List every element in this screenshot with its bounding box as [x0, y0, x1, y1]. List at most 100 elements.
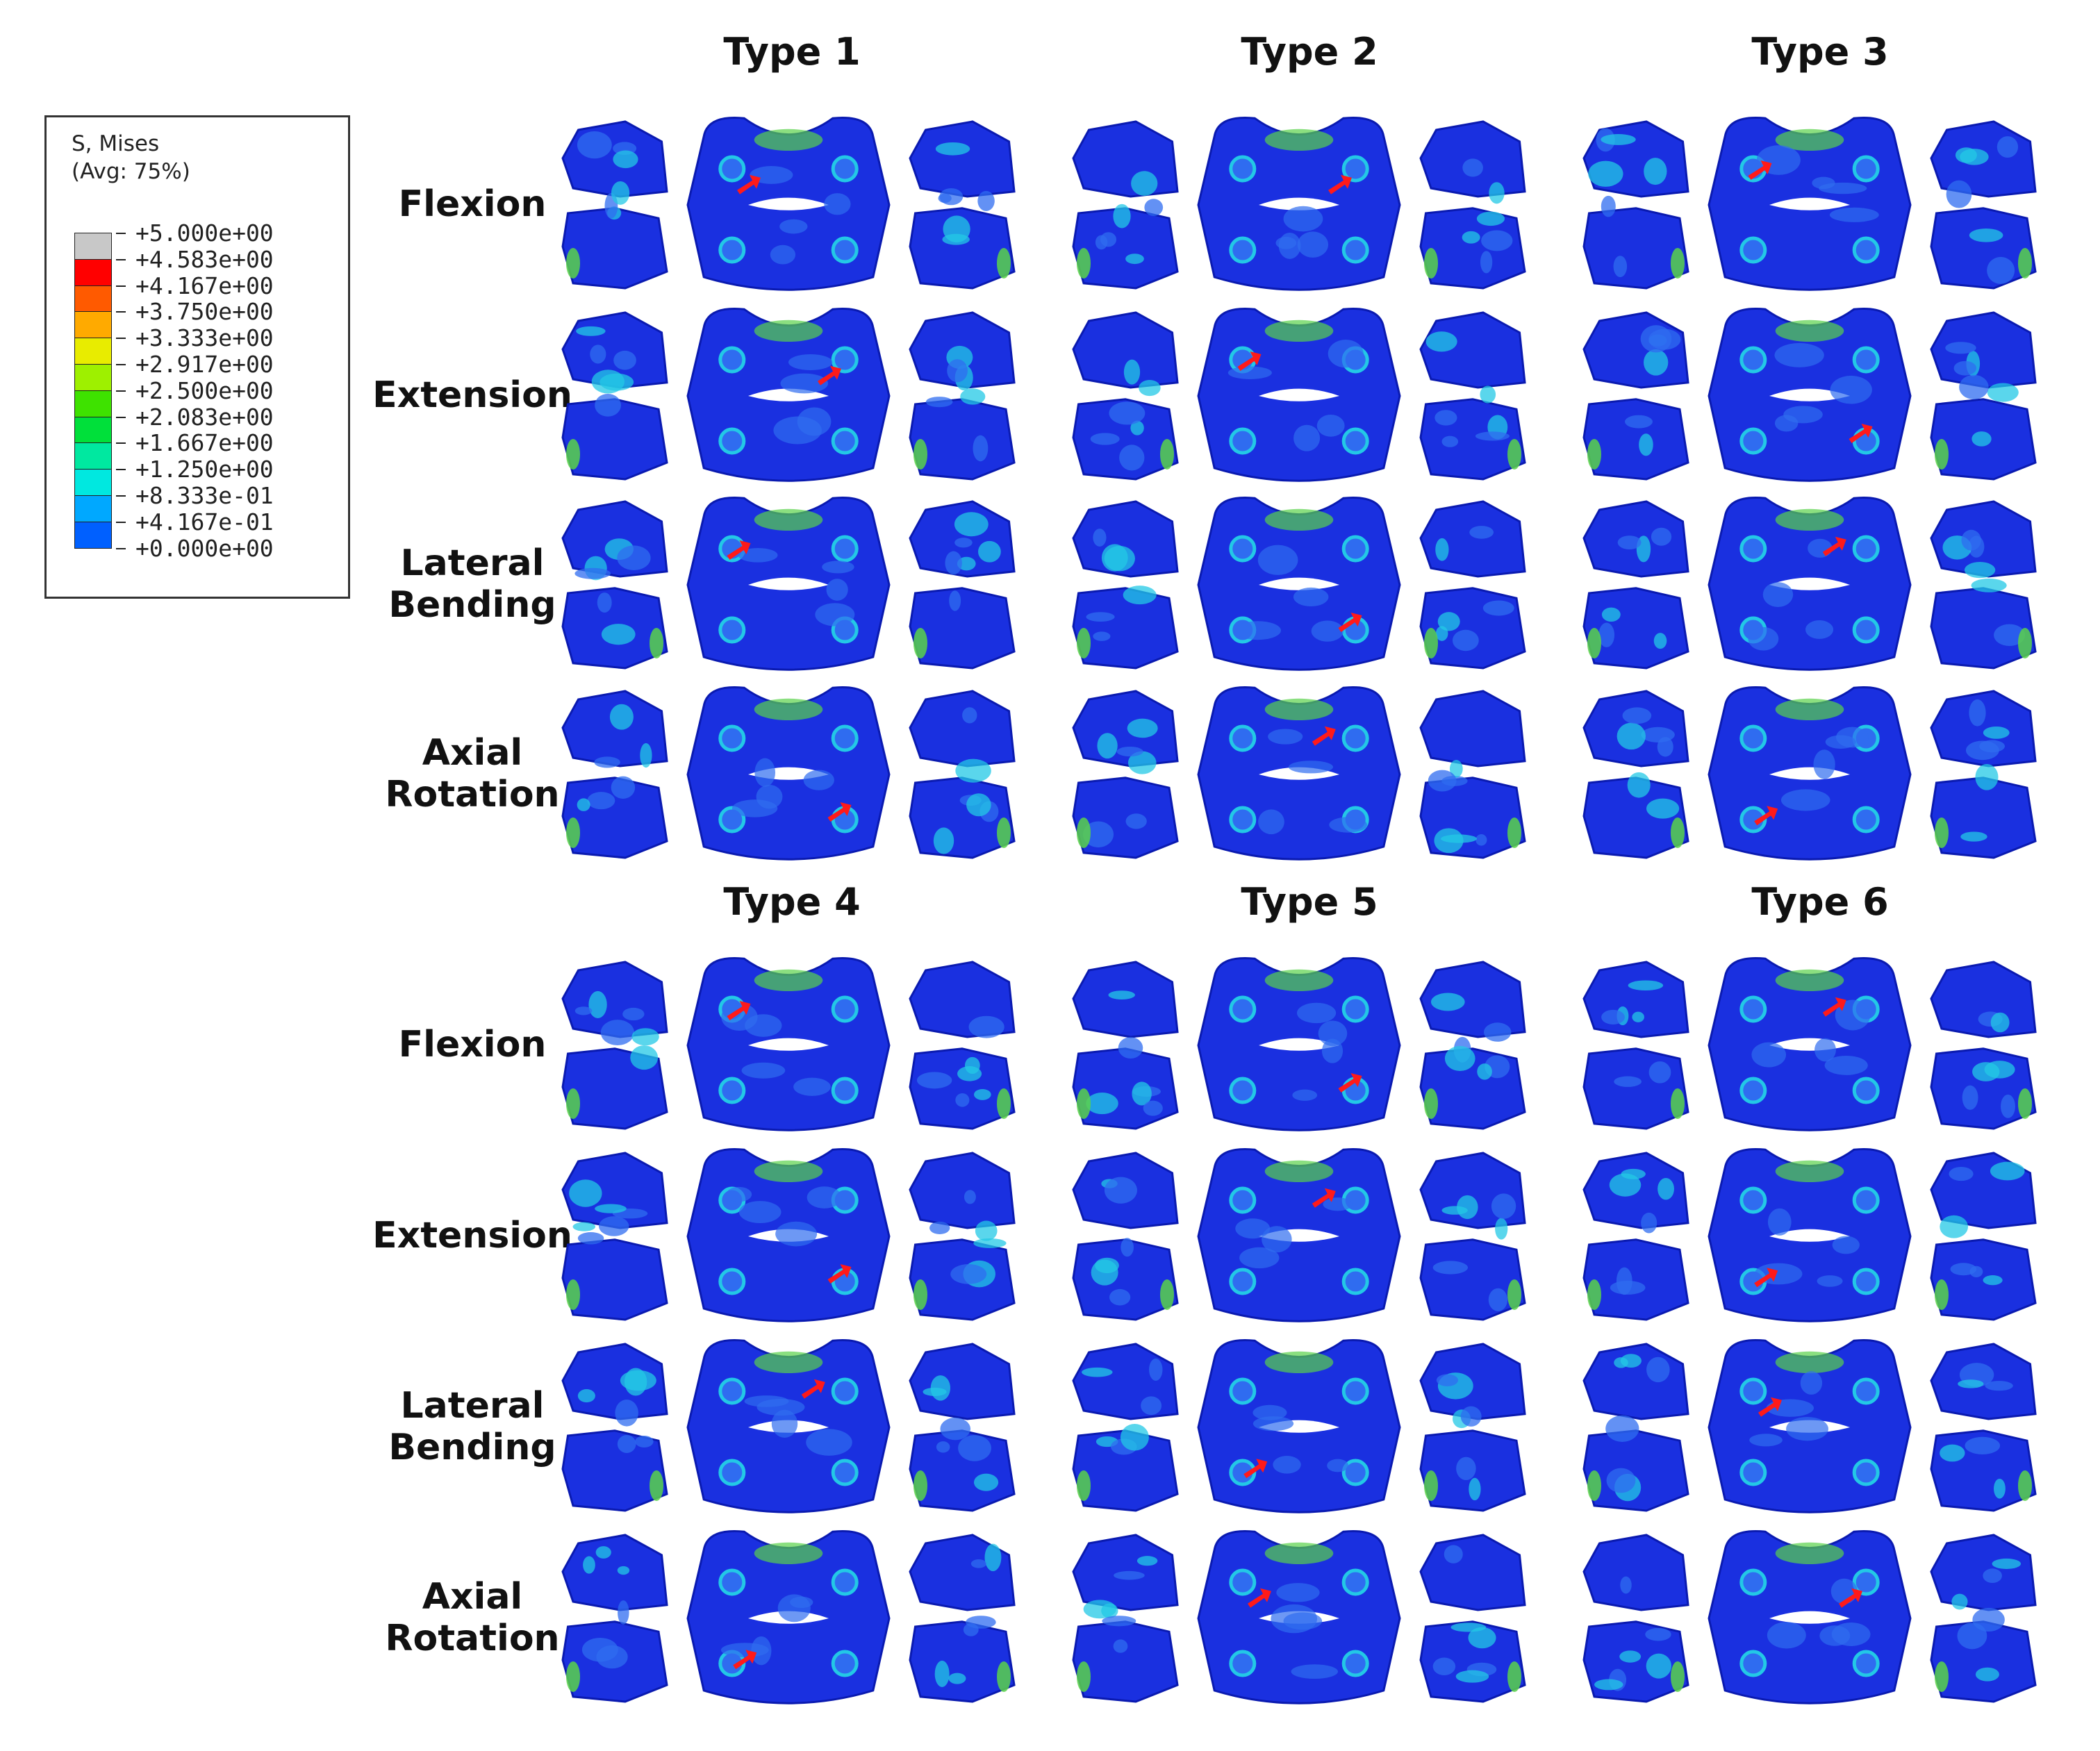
vertebra-lower-shape: [1930, 777, 2037, 859]
stress-patch: [1141, 1396, 1162, 1416]
stress-patch: [970, 1559, 986, 1568]
vertebra-front-shape: [1708, 1147, 1912, 1322]
stress-patch: [750, 166, 793, 184]
vertebra-front-shape: [1708, 116, 1912, 291]
stress-patch: [1095, 1257, 1119, 1274]
vertebra-lower-shape: [561, 207, 668, 290]
stress-patch: [775, 1221, 818, 1247]
stress-patch: [1756, 145, 1801, 175]
screw-hole: [1341, 1268, 1369, 1295]
stress-patch: [803, 770, 834, 790]
vertebra-lower-shape: [1582, 587, 1689, 670]
stress-patch-high: [1775, 320, 1844, 342]
stress-patch: [1645, 1627, 1671, 1641]
stress-patch: [1110, 1438, 1137, 1455]
stress-patch-high: [754, 969, 823, 991]
stress-patch: [963, 1260, 995, 1288]
screw-hole: [1739, 1459, 1767, 1486]
stress-patch-high: [1671, 818, 1685, 848]
vertebra-lower-shape: [909, 398, 1016, 481]
stress-patch: [1436, 1374, 1459, 1386]
vertebra-upper-shape: [1930, 961, 2037, 1038]
screw-hole: [1739, 995, 1767, 1023]
disc-space: [1769, 1038, 1850, 1051]
vertebra-front-shape: [686, 1529, 891, 1704]
legend-value: +4.167e-01: [135, 508, 274, 536]
disc-space: [1259, 767, 1339, 780]
stress-patch: [1476, 211, 1505, 226]
screw-hole: [1739, 535, 1767, 563]
screw-hole: [1852, 535, 1880, 563]
stress-patch: [1108, 990, 1135, 999]
vertebra-upper-shape: [1582, 961, 1689, 1038]
screw-hole: [718, 155, 746, 183]
stress-patch: [1959, 374, 1989, 400]
stress-patch: [945, 551, 962, 575]
model-cell: [561, 1529, 1016, 1704]
screw-hole: [831, 1568, 859, 1596]
vertebra-upper-shape: [1930, 120, 2037, 198]
stress-patch: [1831, 1623, 1871, 1646]
disc-space: [748, 767, 829, 780]
stress-patch: [1992, 1558, 2022, 1569]
stress-patch-high: [1077, 1470, 1091, 1501]
stress-patch: [615, 1400, 638, 1427]
screw-hole: [831, 346, 859, 374]
screw-hole: [1341, 1186, 1369, 1214]
stress-patch: [1983, 727, 2010, 739]
stress-patch: [929, 1221, 950, 1234]
vertebra-front-shape: [1708, 686, 1912, 861]
row-label: Lateral Bending: [388, 1385, 556, 1468]
stress-patch: [942, 233, 970, 245]
screw-hole: [1229, 1568, 1257, 1596]
vertebra-upper-shape: [1930, 311, 2037, 389]
stress-patch: [1132, 1081, 1152, 1106]
stress-patch-high: [1671, 1661, 1685, 1692]
vertebra-lower-shape: [909, 207, 1016, 290]
stress-patch: [955, 758, 991, 783]
stress-patch-high: [566, 439, 580, 470]
stress-patch-high: [2018, 1470, 2032, 1501]
stress-patch: [935, 142, 970, 156]
screw-hole: [1341, 1459, 1369, 1486]
stress-patch: [745, 1014, 782, 1037]
stress-patch: [576, 326, 606, 336]
vertebra-front-shape: [686, 307, 891, 482]
stress-patch: [1234, 621, 1281, 640]
disc-space: [1259, 197, 1339, 210]
red-arrow-marker: [1312, 726, 1336, 746]
stress-patch: [577, 131, 612, 159]
stress-patch: [595, 394, 621, 417]
stress-patch: [1617, 722, 1646, 750]
red-arrow-marker: [727, 1001, 751, 1020]
vertebra-upper-shape: [1419, 1343, 1526, 1420]
stress-patch: [1958, 1379, 1984, 1388]
stress-patch: [574, 1006, 593, 1015]
stress-patch: [613, 150, 638, 169]
stress-patch-high: [1671, 248, 1685, 279]
stress-patch: [1275, 236, 1297, 249]
stress-patch: [1296, 1002, 1337, 1024]
stress-patch: [635, 1435, 654, 1448]
stress-patch: [1766, 1399, 1814, 1417]
stress-patch: [1835, 999, 1871, 1031]
legend-value: +8.333e-01: [135, 482, 274, 509]
stress-patch: [1610, 1280, 1646, 1295]
stress-patch: [1824, 1055, 1868, 1075]
stress-patch: [1469, 526, 1494, 539]
screw-hole: [831, 806, 859, 833]
vertebra-upper-shape: [561, 500, 668, 578]
disc-space: [1769, 388, 1850, 401]
stress-patch-high: [2018, 1088, 2032, 1119]
stress-patch-high: [997, 1088, 1011, 1119]
stress-patch-high: [754, 1542, 823, 1564]
legend-title: S, Mises: [72, 131, 160, 156]
stress-patch: [1114, 1570, 1145, 1580]
screw-hole: [718, 1268, 746, 1295]
legend-tick: [116, 521, 126, 523]
screw-hole: [1852, 1650, 1880, 1677]
screw-hole: [1852, 1077, 1880, 1104]
stress-patch: [793, 1077, 831, 1096]
vertebra-upper-shape: [1072, 500, 1179, 578]
screw-hole: [718, 616, 746, 644]
